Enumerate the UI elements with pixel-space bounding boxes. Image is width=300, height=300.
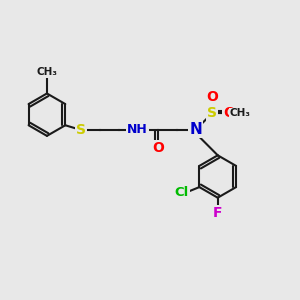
Text: O: O: [206, 90, 218, 104]
Text: NH: NH: [127, 123, 148, 136]
Text: CH₃: CH₃: [36, 67, 57, 77]
Text: S: S: [76, 123, 85, 137]
Text: O: O: [152, 141, 164, 155]
Text: O: O: [223, 106, 235, 121]
Text: S: S: [207, 106, 217, 121]
Text: F: F: [213, 206, 223, 220]
Text: CH₃: CH₃: [230, 109, 251, 118]
Text: N: N: [189, 122, 202, 137]
Text: Cl: Cl: [175, 187, 189, 200]
